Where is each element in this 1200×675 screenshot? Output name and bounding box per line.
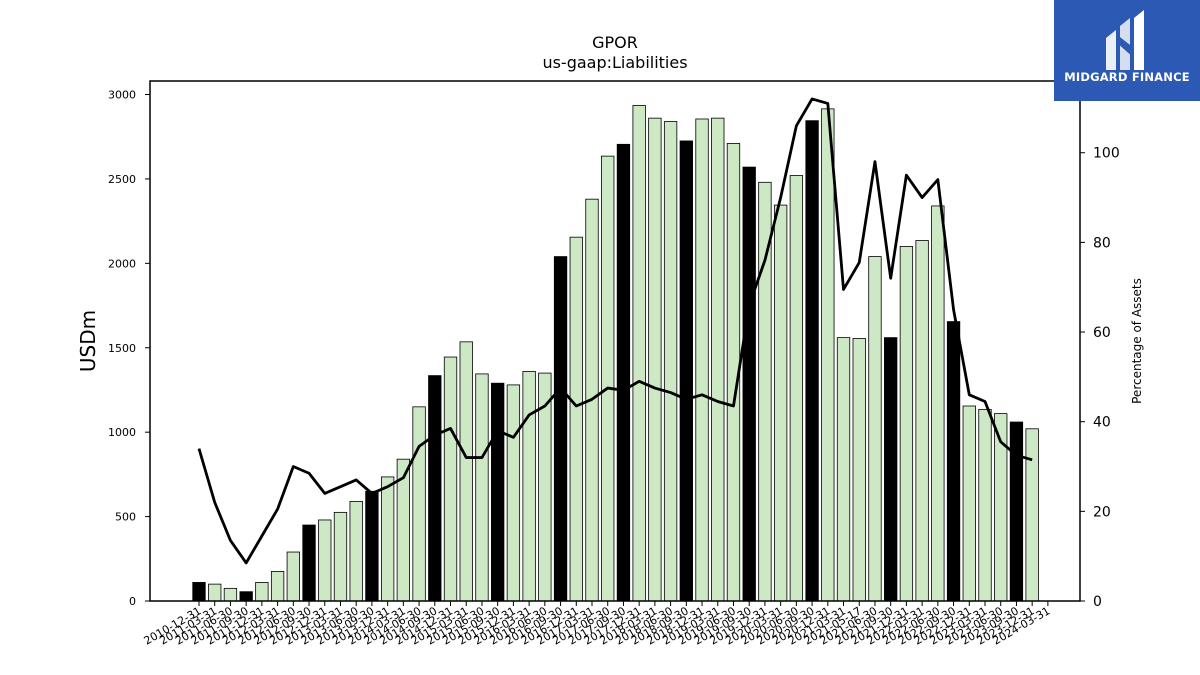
y-tick-label: 1000	[108, 426, 136, 439]
y-tick-label: 500	[115, 511, 136, 524]
bar-quarterly	[286, 551, 300, 602]
y-tick-label: 1500	[108, 342, 136, 355]
percentage-line-series	[197, 97, 1033, 565]
bar-annual	[428, 375, 442, 602]
y2-tick-label: 0	[1093, 594, 1102, 610]
y2-tick-label: 20	[1093, 504, 1111, 520]
y-axis-right: 0 20 40 60 80 100	[1080, 146, 1120, 610]
bar-quarterly	[208, 583, 222, 602]
bar-quarterly	[459, 341, 473, 602]
bar-quarterly	[632, 105, 646, 602]
bar-quarterly	[931, 205, 945, 602]
bar-annual	[1009, 421, 1024, 602]
bar-quarterly	[412, 406, 426, 602]
bar-quarterly	[868, 256, 882, 602]
bar-quarterly	[255, 582, 269, 602]
bar-quarterly	[899, 246, 914, 602]
y-tick-label: 0	[129, 595, 136, 608]
bar-quarterly	[333, 511, 348, 602]
plot-frame	[149, 80, 1081, 602]
bar-quarterly	[601, 155, 615, 602]
bar-quarterly	[836, 337, 851, 602]
y2-tick-label: 100	[1093, 146, 1120, 162]
y-tick-label: 2000	[108, 257, 136, 270]
y-tick-label: 3000	[108, 89, 136, 102]
bar-quarterly	[648, 117, 662, 602]
bar-quarterly	[821, 108, 835, 602]
bar-quarterly	[475, 373, 489, 602]
chart-title: GPOR	[592, 33, 638, 52]
bar-series	[192, 105, 1039, 602]
bar-annual	[946, 321, 961, 602]
y2-axis-label: Percentage of Assets	[1130, 278, 1144, 404]
bar-annual	[491, 382, 505, 602]
bar-annual	[805, 120, 819, 602]
bar-quarterly	[789, 175, 804, 602]
bar-quarterly	[223, 587, 238, 602]
bar-annual	[616, 143, 631, 602]
bar-quarterly	[695, 118, 709, 602]
bar-quarterly	[773, 204, 788, 602]
bar-quarterly	[569, 236, 583, 602]
bar-quarterly	[663, 121, 678, 602]
bar-quarterly	[380, 476, 395, 602]
y2-tick-label: 40	[1093, 415, 1111, 431]
bar-annual	[679, 140, 693, 602]
bar-quarterly	[962, 405, 976, 602]
bar-annual	[239, 591, 253, 602]
bar-quarterly	[349, 500, 363, 602]
bar-quarterly	[522, 370, 536, 602]
y-axis-left: 0 500 1000 1500 2000 2500 3000	[108, 89, 150, 608]
bar-annual	[884, 337, 898, 602]
bar-quarterly	[506, 384, 521, 602]
percentage-line	[197, 97, 1033, 565]
bar-quarterly	[852, 338, 866, 602]
y2-tick-label: 80	[1093, 235, 1111, 251]
midgard-finance-logo: MIDGARD FINANCE	[1054, 0, 1200, 101]
logo-text: MIDGARD FINANCE	[1064, 70, 1190, 84]
bar-quarterly	[443, 356, 458, 602]
bar-quarterly	[1025, 428, 1039, 602]
x-axis: 2010-12-312011-03-312011-06-302011-09-30…	[142, 601, 1052, 648]
bar-annual	[302, 524, 316, 602]
bar-annual	[192, 582, 206, 602]
chart-subtitle: us-gaap:Liabilities	[542, 53, 687, 72]
y-tick-label: 2500	[108, 173, 136, 186]
bar-annual	[742, 166, 756, 602]
logo-mark-icon	[1054, 0, 1200, 101]
y-axis-label: USDm	[76, 310, 100, 372]
bar-annual	[553, 256, 568, 602]
bar-quarterly	[711, 117, 725, 602]
bar-quarterly	[978, 408, 992, 602]
bar-quarterly	[270, 571, 285, 602]
y2-tick-label: 60	[1093, 325, 1111, 341]
bar-quarterly	[915, 240, 929, 602]
bar-quarterly	[318, 519, 332, 602]
bar-annual	[365, 490, 379, 602]
